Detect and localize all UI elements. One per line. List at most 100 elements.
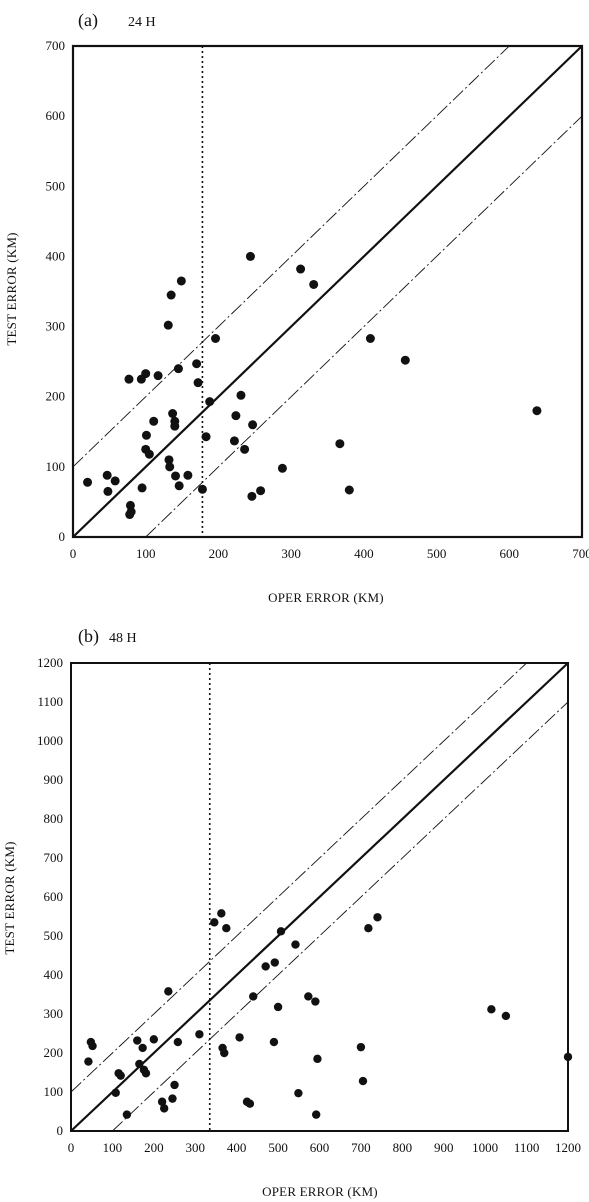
data-point (231, 411, 241, 421)
data-point (273, 1002, 283, 1012)
x-tick-label: 500 (268, 1140, 288, 1155)
data-point (133, 1036, 142, 1045)
y-tick-label: 300 (44, 1006, 64, 1021)
data-point (313, 1054, 322, 1064)
panel-b-plot-frame (70, 662, 569, 1132)
x-tick-label: 800 (393, 1140, 413, 1155)
data-point (163, 320, 173, 330)
y-tick-label: 0 (59, 529, 66, 544)
data-point (245, 1099, 255, 1108)
upper-band-line (72, 45, 510, 468)
y-tick-label: 700 (44, 850, 64, 865)
x-tick-label: 200 (209, 546, 229, 561)
data-point (137, 483, 147, 493)
data-point (173, 364, 183, 374)
lower-band-line (112, 701, 569, 1132)
panel-a-y-axis-label: TEST ERROR (KM) (4, 232, 19, 345)
data-point (153, 371, 163, 381)
data-point (102, 470, 112, 480)
x-tick-label: 1100 (514, 1140, 540, 1155)
x-tick-label: 0 (68, 1140, 75, 1155)
data-point (256, 486, 266, 496)
data-point (487, 1005, 496, 1014)
y-tick-label: 1100 (37, 694, 63, 709)
y-tick-label: 300 (46, 319, 66, 334)
y-tick-label: 400 (46, 248, 66, 263)
panel-b-x-axis-label: OPER ERROR (KM) (262, 1184, 378, 1199)
data-point (126, 507, 136, 517)
panel-b-y-axis-label: TEST ERROR (KM) (2, 841, 17, 954)
data-point (164, 987, 173, 996)
data-point (84, 1057, 93, 1066)
panel-b-subtitle: 48 H (109, 631, 137, 646)
x-tick-label: 400 (354, 546, 374, 561)
data-point (270, 958, 279, 967)
data-point (176, 276, 186, 286)
y-tick-label: 800 (44, 811, 64, 826)
y-tick-label: 0 (57, 1123, 64, 1138)
y-tick-label: 200 (44, 1045, 64, 1060)
data-point (141, 369, 151, 379)
panel-a-x-ticks: 0 100 200 300 400 500 600 700 (70, 546, 589, 561)
data-point (364, 924, 373, 933)
data-point (174, 481, 184, 491)
data-point (164, 455, 174, 465)
data-point (501, 1011, 511, 1021)
data-point (245, 251, 255, 261)
data-point (168, 409, 178, 419)
y-tick-label: 600 (44, 889, 64, 904)
data-point (211, 333, 221, 343)
data-point (135, 1059, 144, 1069)
data-point (205, 397, 215, 407)
data-point (220, 1048, 229, 1058)
y-tick-label: 500 (46, 178, 66, 193)
data-point (141, 430, 151, 440)
data-point (197, 484, 207, 494)
data-point (344, 485, 354, 495)
panel-a-x-axis-label: OPER ERROR (KM) (268, 590, 384, 605)
data-point (168, 1094, 177, 1103)
data-point (291, 940, 300, 949)
data-point (166, 290, 176, 300)
x-tick-label: 700 (351, 1140, 371, 1155)
data-point (240, 444, 250, 454)
data-point (124, 374, 134, 384)
data-point (201, 432, 211, 442)
x-tick-label: 0 (70, 546, 77, 561)
x-tick-label: 700 (572, 546, 589, 561)
data-point (311, 1110, 321, 1119)
y-tick-label: 1200 (37, 655, 63, 670)
data-point (294, 1088, 303, 1098)
x-tick-label: 300 (186, 1140, 206, 1155)
data-point (309, 279, 319, 289)
y-tick-label: 400 (44, 967, 64, 982)
data-point (249, 992, 258, 1001)
data-point (276, 927, 286, 936)
data-point (229, 436, 239, 446)
data-point (195, 1030, 204, 1039)
data-point (261, 962, 270, 971)
data-point (141, 1069, 151, 1078)
panel-a-subtitle: 24 H (128, 15, 156, 30)
data-point (170, 1080, 179, 1090)
panel-b-y-ticks: 0 100 200 300 400 500 600 700 800 900 1000 1100 1200 (37, 655, 63, 1138)
x-tick-label: 600 (500, 546, 520, 561)
data-point (171, 471, 181, 481)
data-point (373, 913, 382, 922)
data-point (563, 1052, 573, 1062)
data-point (248, 420, 258, 430)
data-point (236, 390, 246, 400)
x-tick-label: 600 (310, 1140, 330, 1155)
data-point (192, 359, 202, 369)
data-point (356, 1042, 366, 1052)
y-tick-label: 600 (46, 108, 66, 123)
data-point (111, 1088, 120, 1097)
x-tick-label: 1000 (472, 1140, 498, 1155)
data-point (532, 406, 542, 416)
data-point (269, 1037, 279, 1047)
panel-a-label: (a) (78, 10, 98, 31)
y-tick-label: 1000 (37, 733, 63, 748)
lower-band-line (145, 115, 583, 538)
data-point (149, 416, 159, 426)
